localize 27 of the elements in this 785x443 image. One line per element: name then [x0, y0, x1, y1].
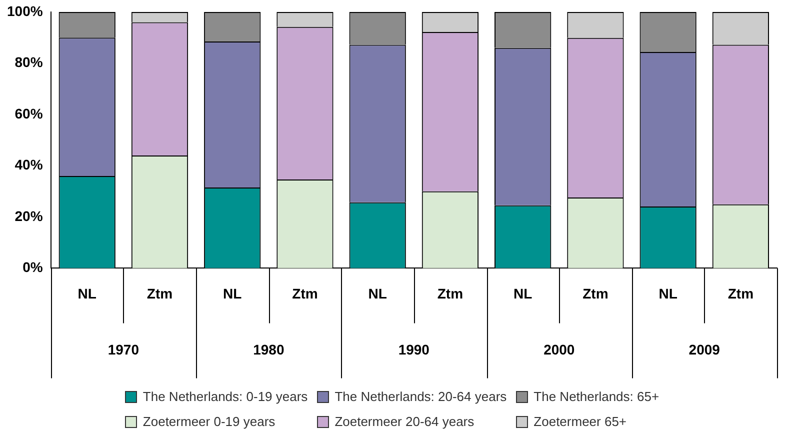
text: 1990	[398, 342, 430, 358]
x-tick-label: NL	[223, 285, 242, 302]
x-tick-label: NL	[513, 285, 533, 302]
legend-label: The Netherlands: 20-64 years	[334, 389, 507, 404]
legend-label: The Netherlands: 65+	[532, 389, 660, 404]
y-tick-label: 100%	[6, 2, 44, 19]
legend-label: Zoetermeer 20-64 years	[334, 414, 476, 429]
x-tick-label: NL	[368, 285, 388, 302]
legend-label: Zoetermeer 65+	[532, 414, 628, 429]
y-tick-label: 0%	[22, 259, 44, 276]
x-tick-label: Ztm	[437, 285, 464, 302]
x-tick-label: Ztm	[146, 285, 173, 302]
y-tick-label: 60%	[14, 105, 44, 122]
text: 1970	[108, 342, 140, 358]
y-tick-label: 20%	[14, 208, 44, 224]
y-tick-label: 80%	[14, 54, 44, 70]
text: 1980	[253, 342, 284, 358]
x-tick-label: NL	[78, 285, 97, 302]
legend-label: The Netherlands: 0-19 years	[142, 389, 308, 404]
text: 2000	[544, 342, 575, 358]
x-tick-label: Ztm	[728, 285, 754, 302]
legend-label: Zoetermeer 0-19 years	[142, 414, 276, 429]
x-tick-label: Ztm	[582, 285, 608, 302]
text: 2009	[688, 342, 720, 358]
x-tick-label: NL	[658, 285, 678, 302]
y-tick-label: 40%	[14, 156, 44, 173]
x-tick-label: Ztm	[292, 285, 318, 302]
